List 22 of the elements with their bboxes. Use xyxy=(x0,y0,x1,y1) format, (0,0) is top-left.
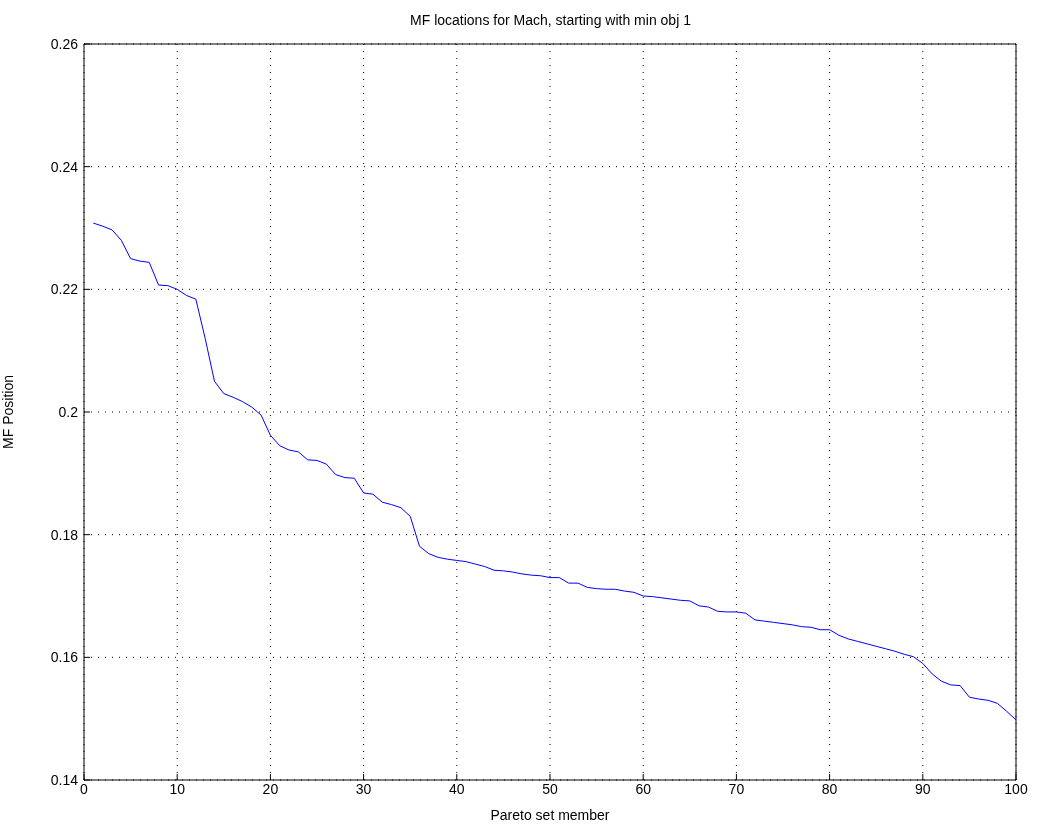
x-tick-label: 40 xyxy=(449,780,465,797)
x-tick-label: 90 xyxy=(915,780,931,797)
x-tick-label: 20 xyxy=(262,780,279,797)
y-tick-label: 0.22 xyxy=(50,281,79,298)
x-tick-label: 0 xyxy=(80,780,89,797)
line-series xyxy=(92,222,1016,721)
chart-title: MF locations for Mach, starting with min obj 1 xyxy=(409,12,692,28)
y-tick-label: 0.18 xyxy=(50,526,79,543)
x-tick-label: 100 xyxy=(1004,780,1028,797)
y-axis-title: MF Position xyxy=(0,375,16,449)
y-tick-label: 0.16 xyxy=(50,649,79,666)
x-tick-label: 30 xyxy=(355,780,372,797)
x-axis-title: Pareto set member xyxy=(490,807,610,823)
x-tick-label: 80 xyxy=(821,780,838,797)
x-tick-label: 50 xyxy=(542,780,558,797)
x-tick-label: 70 xyxy=(728,780,745,797)
x-tick-label: 10 xyxy=(169,780,186,797)
y-tick-label: 0.26 xyxy=(50,35,79,52)
x-tick-label: 60 xyxy=(635,780,652,797)
y-tick-label: 0.14 xyxy=(50,771,79,788)
y-tick-label: 0.2 xyxy=(58,403,79,420)
y-tick-label: 0.24 xyxy=(50,158,79,175)
